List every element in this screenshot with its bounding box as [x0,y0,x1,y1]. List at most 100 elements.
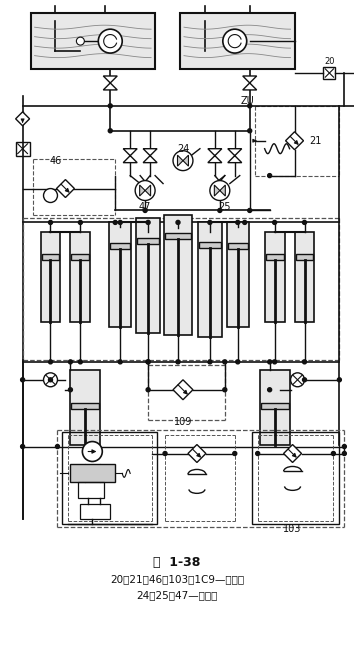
Circle shape [342,445,346,449]
Circle shape [49,378,53,382]
Circle shape [98,29,122,53]
Circle shape [69,388,72,392]
Bar [261,403,289,409]
Circle shape [21,445,24,449]
Circle shape [78,360,82,364]
Bar [31,13,155,69]
Bar [70,233,90,322]
Bar [260,370,290,445]
Circle shape [49,221,53,225]
Polygon shape [56,179,75,198]
Circle shape [332,451,335,455]
Bar [110,243,130,250]
Polygon shape [208,149,222,162]
Bar [266,254,284,260]
Circle shape [49,360,53,364]
Polygon shape [173,380,193,400]
Bar [227,223,249,327]
Bar [71,403,99,409]
Circle shape [44,373,58,386]
Circle shape [256,451,260,455]
Text: 109: 109 [174,417,192,426]
Circle shape [223,29,247,53]
Bar [323,67,335,79]
Bar [180,13,295,69]
Circle shape [248,208,252,212]
Text: 21: 21 [310,136,322,145]
Circle shape [55,445,60,449]
Circle shape [76,37,84,45]
Circle shape [243,221,247,225]
Bar [136,218,160,333]
Bar [295,233,315,322]
Circle shape [176,221,180,225]
Circle shape [273,360,277,364]
Circle shape [146,221,150,225]
Circle shape [69,360,72,364]
Circle shape [210,181,230,200]
Polygon shape [243,76,257,90]
Bar [295,254,313,260]
Text: ZU: ZU [241,96,255,106]
Circle shape [342,451,346,455]
Bar [16,141,29,156]
Polygon shape [214,185,225,196]
Circle shape [337,378,342,382]
Bar [164,215,192,335]
Circle shape [176,360,180,364]
Circle shape [208,360,212,364]
Polygon shape [228,149,242,162]
Polygon shape [16,112,29,126]
Bar [265,233,285,322]
Bar [165,233,191,239]
Circle shape [135,181,155,200]
Circle shape [21,378,24,382]
Circle shape [82,441,102,462]
Circle shape [302,360,306,364]
Circle shape [44,189,58,202]
Polygon shape [123,149,137,162]
Circle shape [163,451,167,455]
Text: 图  1-38: 图 1-38 [153,555,201,569]
Circle shape [268,360,272,364]
Text: 103: 103 [283,524,302,534]
Text: 46: 46 [49,156,62,166]
Circle shape [302,221,306,225]
Bar [198,223,222,337]
Bar [137,238,159,244]
Bar [228,243,248,250]
Polygon shape [188,445,206,462]
Circle shape [113,221,117,225]
Polygon shape [143,149,157,162]
Polygon shape [103,76,117,90]
Polygon shape [140,185,151,196]
Bar [71,254,89,260]
Bar [199,242,221,248]
Text: 24: 24 [177,143,189,154]
Bar [109,223,131,327]
Circle shape [78,221,82,225]
Circle shape [223,388,227,392]
Polygon shape [285,132,304,150]
Circle shape [208,221,212,225]
Circle shape [233,451,237,455]
Text: 20、21、46、103、1C9—节流阀: 20、21、46、103、1C9—节流阀 [110,574,244,584]
Polygon shape [178,155,189,166]
Circle shape [268,388,272,392]
Circle shape [173,151,193,170]
Circle shape [236,221,240,225]
Circle shape [146,360,150,364]
Bar [70,370,100,445]
Circle shape [146,388,150,392]
Circle shape [143,208,147,212]
Bar [252,432,339,524]
Text: 25: 25 [219,202,231,212]
Circle shape [146,360,150,364]
Polygon shape [284,445,301,462]
Bar [42,254,60,260]
Bar [80,504,110,519]
Circle shape [108,129,112,133]
Circle shape [268,174,272,178]
Text: 20: 20 [324,56,335,66]
Circle shape [118,221,122,225]
